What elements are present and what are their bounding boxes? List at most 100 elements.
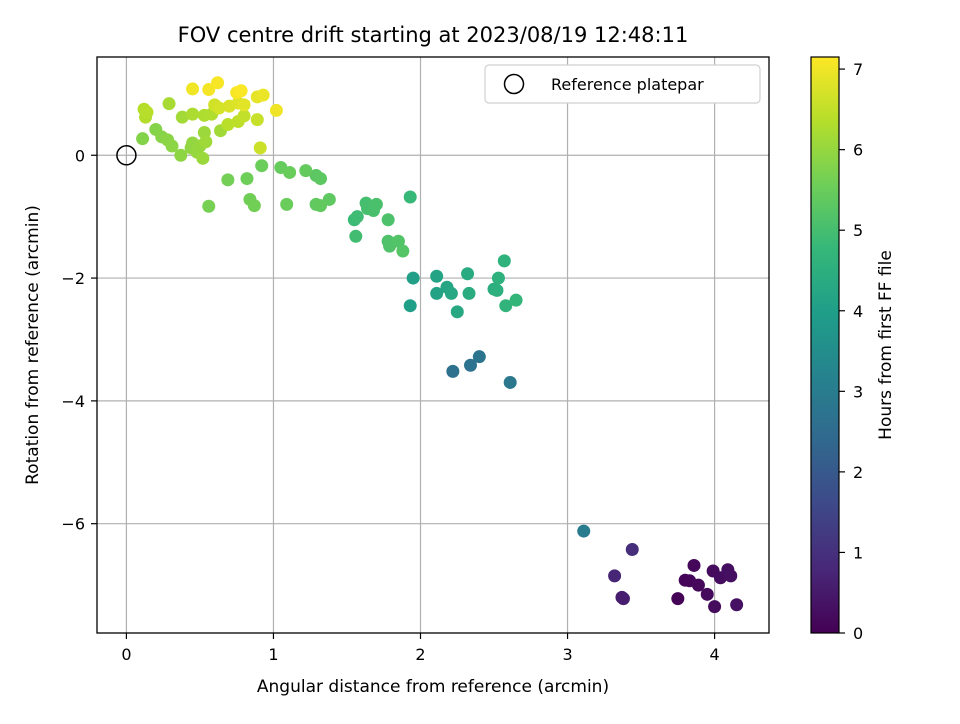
data-point [687,558,701,572]
x-tick-label: 0 [121,645,131,664]
data-point [136,132,150,146]
data-points [136,76,744,614]
colorbar-tick-label: 1 [853,543,863,562]
x-tick-label: 4 [709,645,719,664]
data-point [671,592,685,606]
data-point [608,569,622,583]
x-axis-ticks: 0 1 2 3 4 [121,633,720,664]
data-point [221,173,235,187]
data-point [255,159,269,173]
data-point [444,286,458,300]
y-tick-label: −6 [61,515,85,534]
colorbar-gradient [810,56,840,634]
data-point [403,299,417,313]
data-point [199,135,213,149]
colorbar-ticks: 0 1 2 3 4 5 6 7 [839,60,863,643]
data-point [446,364,460,378]
data-point [430,286,444,300]
data-point [625,542,639,556]
grid-lines [97,57,769,633]
data-point [724,569,738,583]
colorbar-tick-label: 6 [853,141,863,160]
data-point [165,139,179,153]
x-tick-label: 3 [562,645,572,664]
data-point [269,103,283,117]
data-point [256,88,270,102]
data-point [403,190,417,204]
data-point [174,148,188,162]
chart-title: FOV centre drift starting at 2023/08/19 … [178,23,689,47]
y-axis-ticks: 0 −2 −4 −6 [61,146,97,534]
data-point [497,254,511,268]
data-point [186,82,200,96]
colorbar-tick-label: 0 [853,624,863,643]
data-point [430,269,444,283]
data-point [186,107,200,121]
data-point [202,199,216,213]
data-point [406,271,420,285]
data-point [472,350,486,364]
legend: Reference platepar [484,64,761,104]
data-point [250,113,264,127]
data-point [349,229,363,243]
data-point [691,578,705,592]
data-point [350,210,364,224]
data-point [730,598,744,612]
data-point [396,244,410,258]
colorbar-label: Hours from first FF file [876,250,896,440]
data-point [221,118,235,132]
data-point [237,109,251,123]
data-point [253,141,267,155]
data-point [283,165,297,179]
x-tick-label: 1 [268,645,278,664]
data-point [162,97,176,111]
legend-marker-icon [503,73,525,95]
data-point [369,197,383,211]
data-point [463,358,477,372]
data-point [616,592,630,606]
data-point [314,199,328,213]
data-point [499,299,513,313]
plot-frame [96,56,770,634]
y-tick-label: −2 [61,269,85,288]
data-point [247,199,261,213]
data-point [381,213,395,227]
data-point [212,101,226,115]
y-tick-label: −4 [61,392,85,411]
legend-label: Reference platepar [551,75,704,94]
colorbar-tick-label: 5 [853,221,863,240]
legend-box [484,64,761,104]
reference-platepar-marker [116,145,137,166]
colorbar-tick-label: 4 [853,302,863,321]
colorbar-tick-label: 3 [853,382,863,401]
colorbar-tick-label: 7 [853,60,863,79]
data-point [240,172,254,186]
colorbar-tick-label: 2 [853,463,863,482]
data-point [280,197,294,211]
data-point [202,83,216,97]
data-point [450,305,464,319]
data-point [299,164,313,178]
colorbar: 0 1 2 3 4 5 6 7 Hours from first FF file [810,56,896,643]
data-point [237,98,251,112]
x-axis-title: Angular distance from reference (arcmin) [257,677,609,697]
data-point [503,375,517,389]
data-point [490,283,504,297]
data-point [461,267,475,281]
data-point [462,286,476,300]
data-point [314,172,328,186]
data-point [491,271,505,285]
data-point [708,600,722,614]
data-point [391,234,405,248]
data-point [175,110,189,124]
data-point [577,524,591,538]
data-point [140,105,154,119]
data-point [211,76,225,90]
data-point [234,84,248,98]
x-tick-label: 2 [415,645,425,664]
data-point [509,293,523,307]
y-tick-label: 0 [75,146,85,165]
data-point [700,587,714,601]
y-axis-title: Rotation from reference (arcmin) [23,205,43,485]
